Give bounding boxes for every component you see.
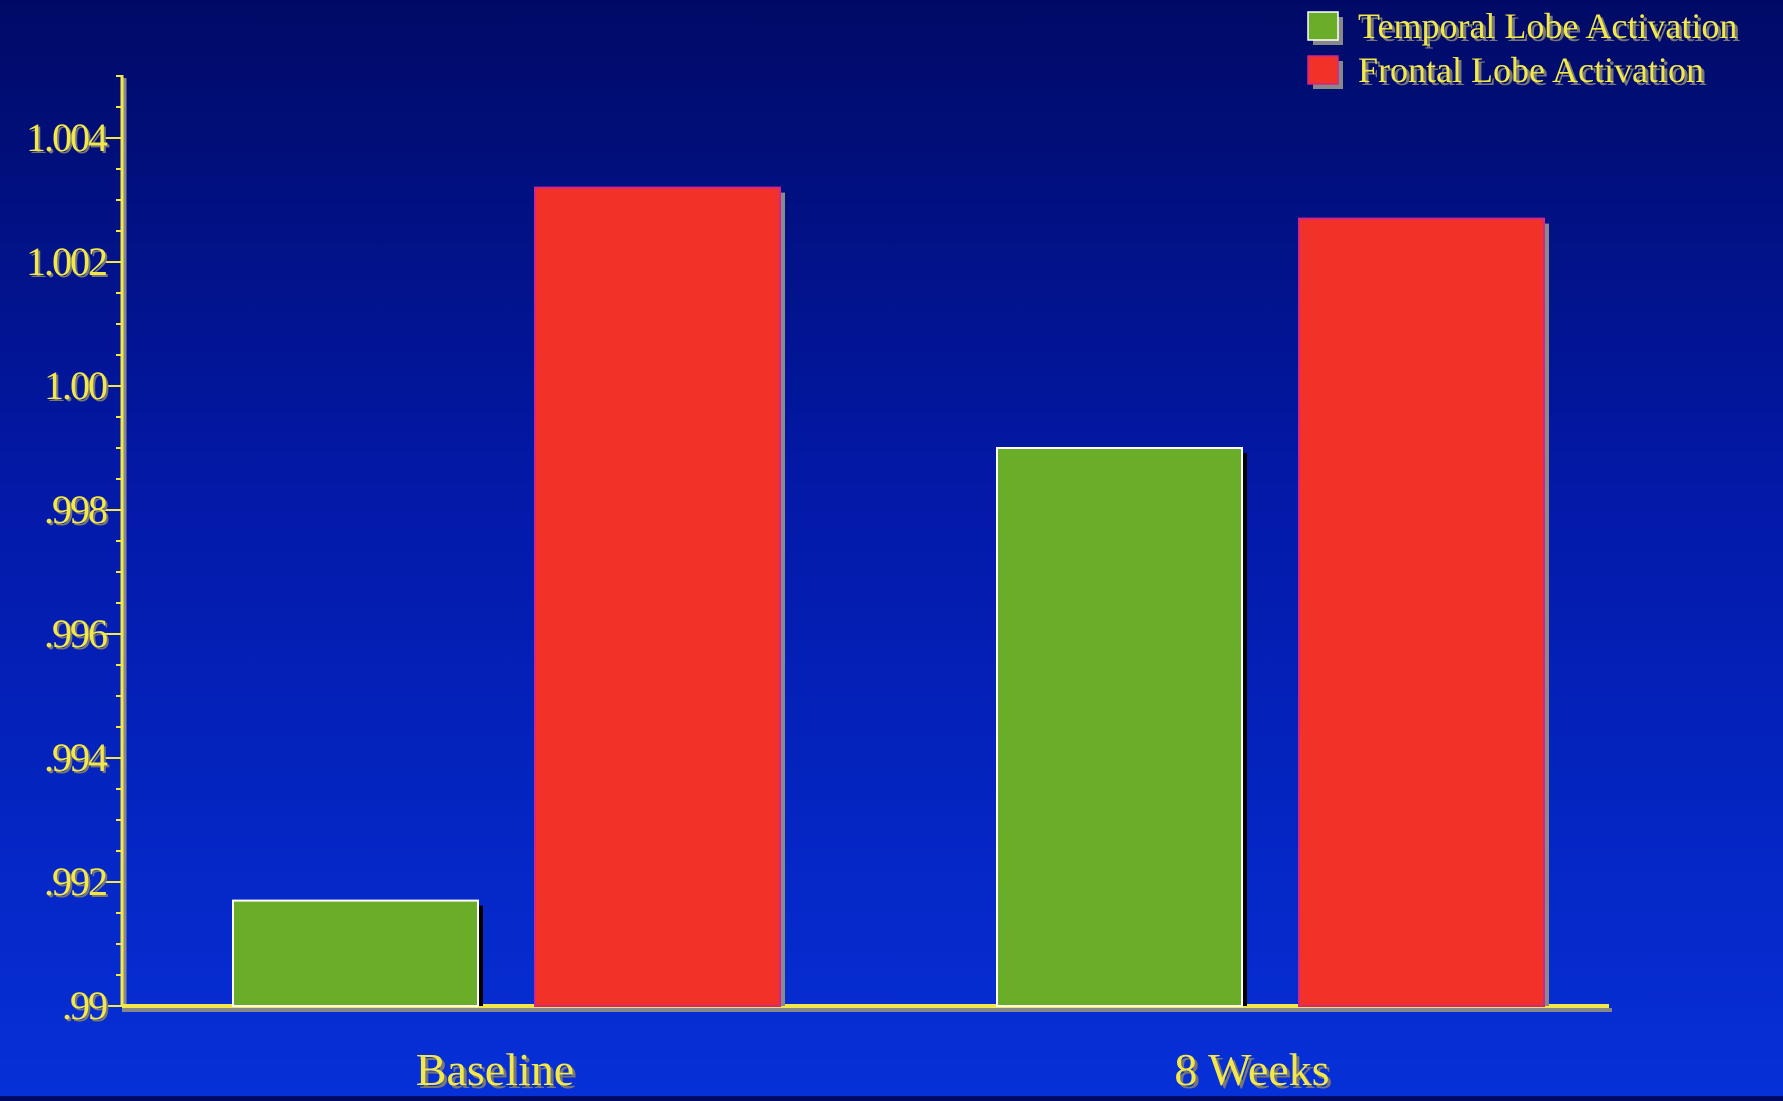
x-category-label-shadow: Baseline (419, 1047, 577, 1096)
legend-label-shadow: Temporal Lobe Activation (1361, 9, 1740, 49)
y-tick-label-shadow: 1.002 (28, 241, 108, 286)
bar-temporal-1 (996, 447, 1243, 1007)
legend-swatch-0 (1307, 11, 1339, 41)
y-tick-label: .996 (44, 611, 107, 656)
y-tick-label: 1.004 (26, 115, 108, 160)
y-tick-label-shadow: 1.004 (28, 117, 110, 162)
bars (232, 186, 1549, 1008)
y-tick-label-shadow: .992 (46, 861, 108, 906)
y-tick-label: .998 (44, 487, 107, 532)
y-tick-label: .99 (62, 983, 107, 1028)
bar-frontal-1 (1298, 217, 1545, 1008)
y-tick-label-shadow: .99 (64, 985, 109, 1030)
x-category-label: Baseline (416, 1044, 574, 1095)
legend-label: Temporal Lobe Activation (1358, 6, 1737, 46)
legend-swatch-1 (1307, 55, 1339, 85)
y-tick-label: .992 (44, 859, 106, 904)
x-category-label-shadow: 8 Weeks (1177, 1047, 1332, 1096)
y-tick-label-shadow: .998 (46, 489, 109, 534)
y-tick-label-shadow: .996 (46, 613, 109, 658)
x-category-label: 8 Weeks (1174, 1044, 1329, 1095)
y-tick-label-shadow: 1.00 (46, 365, 109, 410)
y-tick-label: 1.002 (26, 239, 106, 284)
legend-label: Frontal Lobe Activation (1358, 50, 1704, 90)
bar-temporal-0 (232, 899, 479, 1007)
labels: .99.99.992.992.994.994.996.996.998.9981.… (26, 115, 1333, 1098)
legend-label-shadow: Frontal Lobe Activation (1361, 53, 1707, 93)
y-tick-label: .994 (44, 735, 108, 780)
bar-frontal-0 (534, 186, 781, 1008)
y-tick-label-shadow: .994 (46, 737, 110, 782)
y-tick-label: 1.00 (44, 363, 107, 408)
